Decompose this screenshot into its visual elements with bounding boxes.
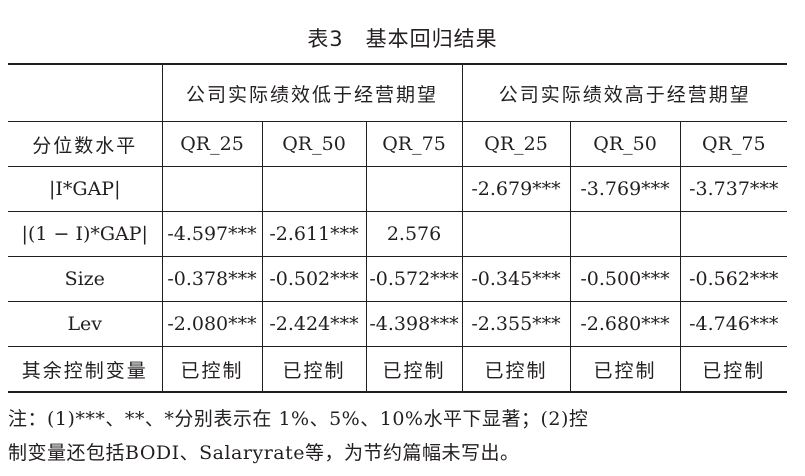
coef-cell: -2.080*** [161,301,263,347]
table-title: 表3 基本回归结果 [307,27,498,51]
row-label: Size [8,256,163,302]
quantile-header: QR_75 [679,121,788,167]
row-label: 其余控制变量 [8,346,163,393]
group-low-header: 公司实际绩效低于经营期望 [161,63,463,122]
coef-cell: -2.355*** [461,301,571,347]
group-header-row: 公司实际绩效低于经营期望 公司实际绩效高于经营期望 [8,63,788,122]
control-cell: 已控制 [365,346,463,393]
control-cell: 已控制 [261,346,367,393]
coef-cell: -0.500*** [569,256,681,302]
coef-cell: -0.572*** [365,256,463,302]
quantile-header: QR_50 [569,121,681,167]
table-row: 其余控制变量 已控制 已控制 已控制 已控制 已控制 已控制 [8,346,788,393]
coef-cell: -0.378*** [161,256,263,302]
coef-cell [569,211,681,257]
coef-cell [161,166,263,212]
control-cell: 已控制 [679,346,788,393]
coef-cell: -0.502*** [261,256,367,302]
coef-cell [261,166,367,212]
coef-cell: -0.562*** [679,256,788,302]
note-line: 制变量还包括BODI、Salaryrate等，为节约篇幅未写出。 [8,442,520,464]
table-row: |I*GAP| -2.679*** -3.769*** -3.737*** [8,166,788,212]
coef-cell: -4.597*** [161,211,263,257]
quantile-header: QR_25 [461,121,571,167]
regression-table: 公司实际绩效低于经营期望 公司实际绩效高于经营期望 分位数水平 QR_25 QR… [8,63,788,393]
coef-cell: -2.424*** [261,301,367,347]
coef-cell: -0.345*** [461,256,571,302]
note-line: 注：(1)***、**、*分别表示在 1%、5%、10%水平下显著；(2)控 [8,408,589,430]
table-row: |(1 − I)*GAP| -4.597*** -2.611*** 2.576 [8,211,788,257]
table-row: Lev -2.080*** -2.424*** -4.398*** -2.355… [8,301,788,347]
table-row: Size -0.378*** -0.502*** -0.572*** -0.34… [8,256,788,302]
control-cell: 已控制 [569,346,681,393]
row-label: |(1 − I)*GAP| [8,211,163,257]
control-cell: 已控制 [161,346,263,393]
row-label-quantile: 分位数水平 [8,121,163,167]
header-corner-cell [8,63,163,122]
quantile-header-row: 分位数水平 QR_25 QR_50 QR_75 QR_25 QR_50 QR_7… [8,121,788,167]
coef-cell: -4.746*** [679,301,788,347]
group-high-header: 公司实际绩效高于经营期望 [461,63,788,122]
coef-cell [461,211,571,257]
coef-cell: 2.576 [365,211,463,257]
coef-cell: -3.737*** [679,166,788,212]
row-label: |I*GAP| [8,166,163,212]
quantile-header: QR_25 [161,121,263,167]
coef-cell: -2.611*** [261,211,367,257]
row-label: Lev [8,301,163,347]
quantile-header: QR_75 [365,121,463,167]
coef-cell: -2.679*** [461,166,571,212]
coef-cell [679,211,788,257]
quantile-header: QR_50 [261,121,367,167]
coef-cell: -4.398*** [365,301,463,347]
control-cell: 已控制 [461,346,571,393]
coef-cell [365,166,463,212]
table-note: 注：(1)***、**、*分别表示在 1%、5%、10%水平下显著；(2)控 制… [8,402,793,470]
coef-cell: -3.769*** [569,166,681,212]
coef-cell: -2.680*** [569,301,681,347]
